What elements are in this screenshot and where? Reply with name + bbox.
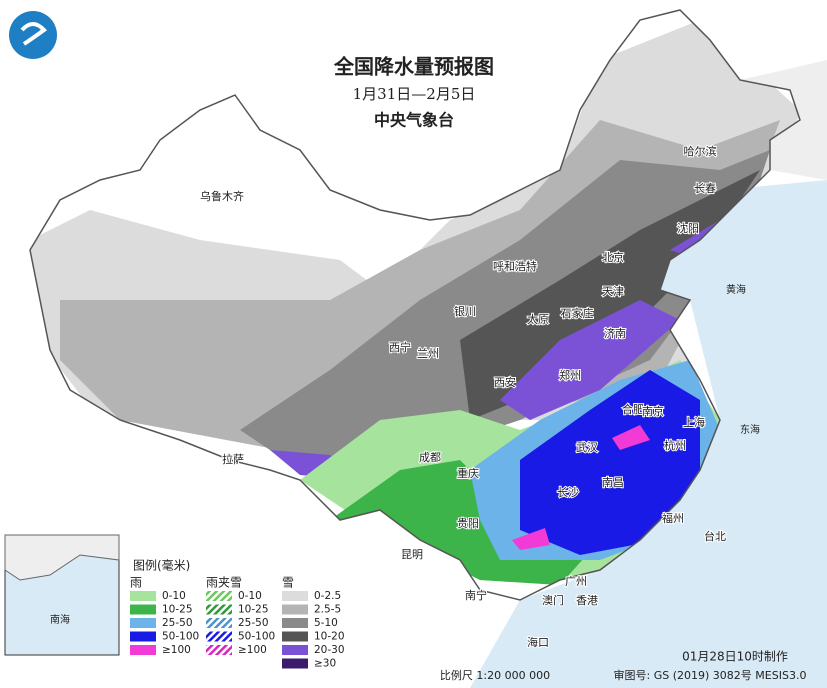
city-label: 海口 [527, 635, 549, 649]
legend-swatch [206, 631, 232, 642]
legend-group: 雨 [130, 576, 142, 590]
legend-label: 0-10 [238, 590, 262, 602]
title: 全国降水量预报图 [333, 55, 494, 79]
legend-swatch [206, 604, 232, 615]
legend-swatch [282, 658, 308, 669]
legend-label: 25-50 [162, 617, 193, 629]
city-label: 福州 [662, 511, 684, 525]
legend-label: 10-25 [238, 604, 269, 616]
city-label: 西安 [494, 375, 516, 389]
legend-title: 图例(毫米) [133, 558, 190, 573]
agency: 中央气象台 [374, 111, 454, 130]
city-label: 杭州 [664, 438, 686, 452]
legend-label: 50-100 [162, 631, 199, 643]
city-label: 广州 [565, 575, 587, 588]
legend-group: 雨夹雪 [206, 576, 242, 590]
legend-label: 50-100 [238, 631, 275, 643]
city-label: 武汉 [576, 441, 598, 454]
city-label: 乌鲁木齐 [200, 189, 244, 203]
city-label: 长沙 [557, 486, 579, 499]
city-label: 合肥 [622, 402, 644, 416]
logo [9, 11, 57, 59]
legend-swatch [130, 604, 156, 615]
city-label: 哈尔滨 [684, 144, 717, 158]
legend-label: 2.5-5 [314, 604, 341, 616]
city-label: 太原 [527, 313, 549, 326]
city-label: 昆明 [401, 548, 423, 561]
city-label: 台北 [704, 529, 726, 543]
legend-label: 25-50 [238, 617, 269, 629]
legend-swatch [282, 618, 308, 628]
logo-mark [20, 22, 47, 46]
city-label: 南昌 [602, 476, 624, 489]
city-label: 兰州 [417, 347, 439, 360]
legend-box [122, 545, 397, 660]
city-label: 澳门 [542, 593, 564, 607]
legend-label: ≥100 [238, 644, 267, 656]
sea [470, 180, 827, 688]
legend-swatch [282, 591, 308, 601]
city-label: 香港 [576, 594, 598, 607]
legend-swatch [130, 618, 156, 628]
city-label: 沈阳 [677, 221, 699, 235]
review-number: 审图号: GS (2019) 3082号 MESIS3.0 [614, 668, 807, 682]
legend-label: 0-10 [162, 590, 186, 602]
sea-label: 南海 [50, 613, 70, 626]
made-time: 01月28日10时制作 [682, 650, 788, 664]
city-label: 北京 [602, 250, 624, 264]
legend-label: 10-20 [314, 631, 345, 643]
snow-10-20 [460, 170, 760, 420]
sea-label: 黄海 [726, 283, 746, 296]
legend-swatch [130, 645, 156, 655]
city-label: 天津 [602, 285, 624, 298]
legend-swatch [130, 631, 156, 642]
legend-swatch [206, 645, 232, 655]
city-label: 南宁 [465, 588, 487, 602]
legend-label: 10-25 [162, 604, 193, 616]
city-label: 拉萨 [222, 452, 244, 466]
legend-label: ≥30 [314, 658, 336, 670]
subtitle: 1月31日—2月5日 [353, 85, 476, 103]
city-label: 重庆 [457, 466, 479, 480]
rain-50-100 [520, 370, 700, 555]
city-label: 呼和浩特 [493, 259, 537, 273]
legend-label: 5-10 [314, 617, 338, 629]
snow-20-30 [270, 220, 720, 480]
legend-swatch [282, 645, 308, 655]
legend-label: ≥100 [162, 644, 191, 656]
legend-group: 雪 [282, 576, 294, 590]
city-label: 贵阳 [457, 517, 479, 530]
city-label: 济南 [604, 326, 626, 340]
legend-label: 20-30 [314, 644, 345, 656]
city-label: 西宁 [389, 340, 411, 354]
city-label: 上海 [683, 415, 705, 429]
city-label: 成都 [419, 451, 441, 464]
city-label: 长春 [694, 182, 716, 195]
neighbor-land [740, 60, 827, 180]
sea-label: 东海 [740, 423, 760, 436]
scale: 比例尺 1:20 000 000 [440, 668, 550, 682]
city-label: 石家庄 [561, 306, 594, 320]
rain-100 [512, 425, 650, 550]
legend-swatch [282, 604, 308, 615]
legend-swatch [282, 631, 308, 642]
legend-label: 0-2.5 [314, 590, 341, 602]
city-label: 银川 [454, 304, 476, 318]
inset-land [4, 534, 120, 581]
legend-swatch [206, 618, 232, 628]
legend-swatch [206, 591, 232, 601]
city-label: 南京 [642, 404, 664, 418]
legend-swatch [130, 591, 156, 601]
snow-5-10 [240, 150, 770, 470]
city-label: 郑州 [559, 368, 581, 382]
